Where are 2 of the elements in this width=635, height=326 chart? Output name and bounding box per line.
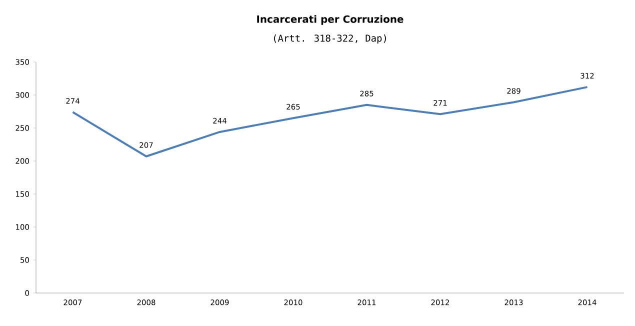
chart-subtitle: (Artt. 318-322, Dap): [274, 34, 386, 44]
chart-title: Incarcerati per Corruzione: [257, 15, 404, 25]
